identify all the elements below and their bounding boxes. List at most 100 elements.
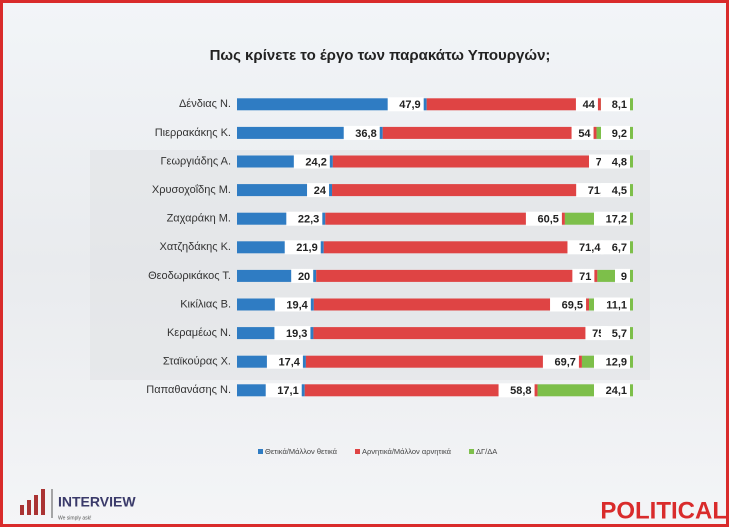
data-label-box — [286, 211, 323, 226]
data-label: 20 — [298, 271, 310, 283]
bar-segment — [237, 98, 427, 111]
data-label: 5,7 — [612, 328, 627, 340]
bar-segment — [332, 184, 616, 197]
data-label: 36,8 — [355, 128, 376, 140]
data-label-box — [575, 97, 598, 112]
bar-segment — [313, 298, 590, 311]
data-label: 60,5 — [537, 214, 558, 226]
y-tick-label: Παπαθανάσης Ν. — [146, 384, 231, 396]
y-tick-label: Σταϊκούρας Χ. — [163, 356, 231, 368]
data-label-box — [284, 240, 321, 255]
data-label-box — [542, 354, 579, 369]
data-label: 24,1 — [606, 385, 627, 397]
data-label-box — [550, 297, 587, 312]
data-label: 69,7 — [554, 357, 575, 369]
bar-segment — [304, 384, 538, 397]
legend-label: ΔΓ/ΔΑ — [476, 447, 497, 456]
bar-segment — [237, 126, 383, 139]
logo-bar — [20, 505, 24, 515]
data-label: 19,3 — [286, 328, 307, 340]
logo-bar — [27, 500, 31, 515]
data-label-box — [594, 383, 630, 398]
data-label: 71 — [579, 271, 591, 283]
bar-segment — [426, 98, 601, 111]
data-label-box — [601, 326, 630, 341]
data-label-box — [387, 97, 424, 112]
data-label-box — [274, 297, 311, 312]
data-label: 12,9 — [606, 357, 627, 369]
y-tick-label: Χρυσοχοΐδης Μ. — [152, 184, 231, 196]
bar-segment — [325, 212, 565, 225]
logo-left: INTERVIEW We simply ask! — [20, 489, 136, 521]
data-label: 24 — [314, 185, 327, 197]
data-label-box — [615, 268, 630, 283]
data-label: 11,1 — [606, 299, 627, 311]
y-tick-label: Πιερρακάκης Κ. — [155, 127, 231, 139]
data-label-box — [601, 240, 630, 255]
legend-label: Θετικά/Μάλλον θετικά — [265, 447, 338, 456]
data-label-box — [601, 154, 630, 169]
chart-title: Πως κρίνετε το έργο των παρακάτω Υπουργώ… — [210, 47, 551, 64]
y-tick-label: Θεοδωρικάκος Τ. — [148, 270, 231, 282]
y-tick-label: Κεραμέως Ν. — [167, 327, 231, 339]
y-tick-label: Κικίλιας Β. — [180, 298, 231, 310]
logo-bar — [41, 489, 45, 515]
data-label: 22,3 — [298, 214, 319, 226]
data-label-box — [291, 268, 314, 283]
data-label: 44 — [583, 99, 596, 111]
data-label-box — [601, 125, 630, 140]
legend-label: Αρνητικά/Μάλλον αρνητικά — [362, 447, 452, 456]
data-label: 17,2 — [606, 214, 627, 226]
logo-right: POLITICAL — [600, 497, 727, 524]
data-label: 9 — [621, 271, 627, 283]
logo-bar — [34, 495, 38, 515]
data-label-box — [307, 183, 330, 198]
data-label: 4,5 — [612, 185, 627, 197]
data-label: 69,5 — [562, 299, 583, 311]
y-tick-label: Ζαχαράκη Μ. — [167, 213, 231, 225]
data-label: 24,2 — [305, 156, 326, 168]
y-tick-label: Γεωργιάδης Α. — [161, 155, 232, 167]
data-label: 21,9 — [296, 242, 317, 254]
data-label-box — [498, 383, 535, 398]
bar-segment — [382, 126, 597, 139]
data-label-box — [525, 211, 562, 226]
data-label: 9,2 — [612, 128, 627, 140]
data-label-box — [343, 125, 380, 140]
data-label-box — [265, 383, 302, 398]
data-label-box — [293, 154, 330, 169]
legend-swatch — [258, 449, 263, 454]
data-label-box — [266, 354, 303, 369]
bar-segment — [332, 155, 614, 168]
data-label: 17,4 — [278, 357, 300, 369]
data-label-box — [567, 240, 604, 255]
logo-text: INTERVIEW — [58, 494, 136, 510]
data-label-box — [594, 211, 630, 226]
data-label-box — [594, 297, 630, 312]
data-label: 8,1 — [612, 99, 627, 111]
data-label-box — [601, 183, 630, 198]
data-label: 17,1 — [277, 385, 298, 397]
data-label-box — [601, 97, 630, 112]
data-label-box — [274, 326, 311, 341]
y-tick-label: Δένδιας Ν. — [179, 98, 231, 110]
data-label: 19,4 — [286, 299, 308, 311]
data-label-box — [571, 125, 594, 140]
data-label-box — [572, 268, 595, 283]
data-label: 47,9 — [399, 99, 420, 111]
data-label: 71,4 — [579, 242, 601, 254]
data-label: 6,7 — [612, 242, 627, 254]
legend-swatch — [355, 449, 360, 454]
bar-segment — [316, 269, 598, 282]
bar-segment — [323, 241, 607, 254]
data-label: 58,8 — [510, 385, 531, 397]
y-tick-label: Χατζηδάκης Κ. — [159, 241, 231, 253]
data-label: 4,8 — [612, 156, 627, 168]
bar-segment — [313, 327, 611, 340]
data-label: 54 — [578, 128, 591, 140]
data-label-box — [594, 354, 630, 369]
logo-tagline: We simply ask! — [58, 515, 92, 521]
bar-segment — [305, 355, 582, 368]
legend-swatch — [469, 449, 475, 454]
